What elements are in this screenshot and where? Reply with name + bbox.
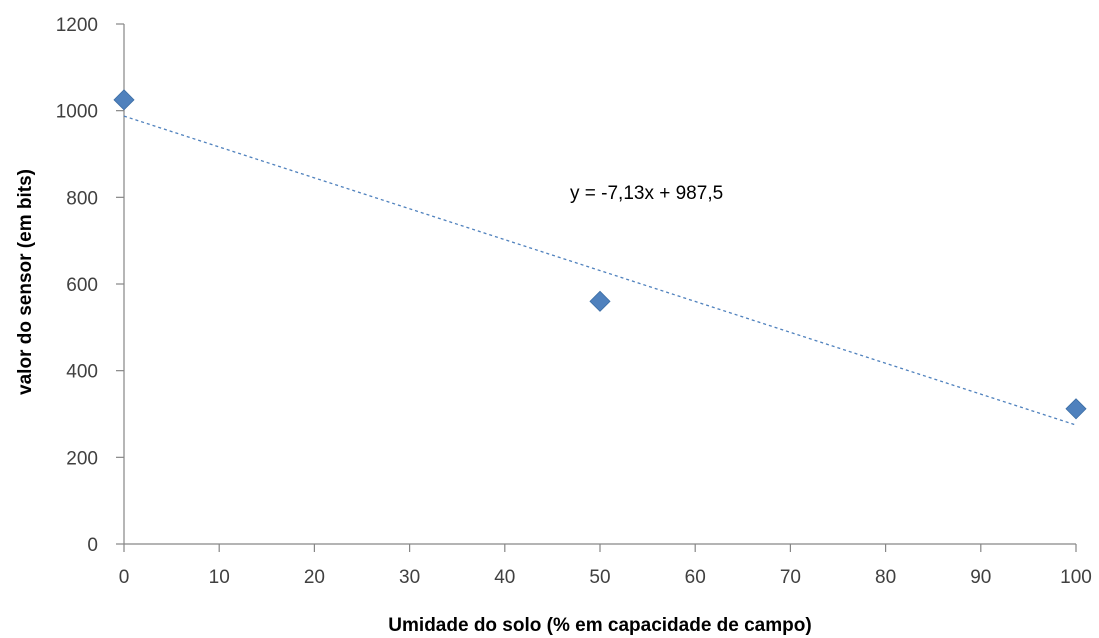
x-tick-label: 70: [780, 567, 801, 588]
y-tick-label: 1200: [56, 15, 98, 36]
x-tick-label: 90: [970, 567, 991, 588]
y-tick-label: 1000: [56, 102, 98, 123]
x-tick-label: 40: [494, 567, 515, 588]
data-point-marker: [589, 290, 611, 312]
x-tick-label: 60: [685, 567, 706, 588]
x-axis: 0 10 20 30 40 50 60 70 80 90 100: [119, 543, 1092, 588]
y-tick-label: 800: [66, 188, 98, 209]
y-tick-label: 0: [87, 535, 98, 556]
y-tick-label: 200: [66, 448, 98, 469]
x-tick-label: 100: [1060, 567, 1092, 588]
data-point-marker: [1065, 398, 1087, 420]
x-tick-label: 10: [209, 567, 230, 588]
y-axis-title: valor do sensor (em bits): [15, 169, 36, 395]
trendline-equation: y = -7,13x + 987,5: [570, 183, 723, 204]
data-point-marker: [113, 89, 135, 111]
data-points: [113, 89, 1087, 420]
x-tick-label: 80: [875, 567, 896, 588]
y-tick-label: 600: [66, 275, 98, 296]
x-tick-label: 50: [589, 567, 610, 588]
y-tick-label: 400: [66, 362, 98, 383]
x-axis-title: Umidade do solo (% em capacidade de camp…: [388, 615, 811, 636]
x-tick-label: 20: [304, 567, 325, 588]
x-tick-label: 0: [119, 567, 130, 588]
y-axis: 0 200 400 600 800 1000 1200: [56, 15, 125, 556]
x-tick-label: 30: [399, 567, 420, 588]
trendline: [123, 115, 1077, 426]
trendline-group: [123, 115, 1077, 426]
